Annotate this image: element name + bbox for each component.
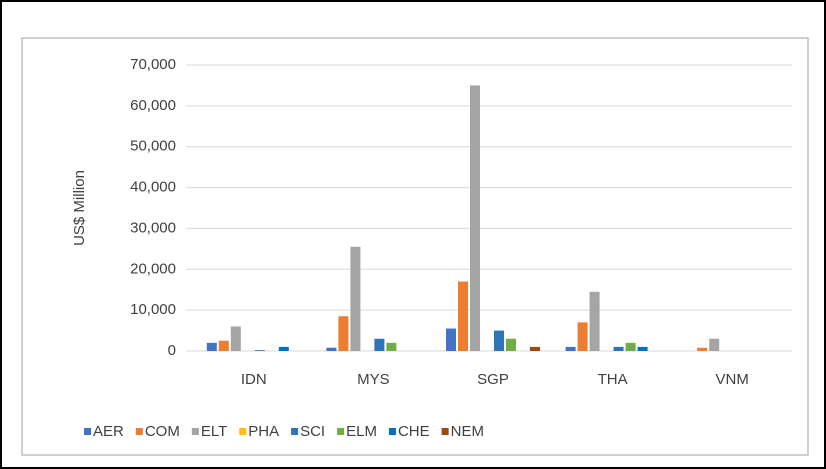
bar: [278, 346, 289, 351]
bar: [613, 346, 624, 351]
legend-label: ELM: [346, 423, 377, 440]
bar: [637, 346, 648, 351]
legend-marker: [337, 428, 345, 435]
x-tick-label: MYS: [357, 371, 390, 388]
legend-marker: [191, 428, 199, 435]
y-tick-label: 60,000: [130, 97, 176, 114]
y-tick-label: 0: [168, 342, 176, 359]
y-tick-label: 50,000: [130, 138, 176, 155]
x-tick-label: VNM: [716, 371, 749, 388]
legend-marker: [84, 428, 91, 435]
bar: [374, 338, 385, 351]
bar: [506, 338, 516, 351]
bar: [254, 350, 265, 351]
bar: [350, 246, 361, 351]
legend-marker: [239, 428, 247, 435]
chart-area: [21, 37, 809, 456]
legend-marker: [291, 428, 299, 435]
y-tick-label: 20,000: [130, 260, 176, 277]
bar: [218, 340, 229, 351]
bar: [458, 281, 468, 351]
legend-label: AER: [93, 423, 124, 440]
legend-label: CHE: [398, 423, 430, 440]
x-tick-label: THA: [598, 371, 628, 388]
legend-label: PHA: [248, 423, 279, 440]
bar: [470, 85, 480, 351]
legend-marker: [388, 428, 396, 435]
bar: [494, 330, 504, 351]
legend-label: NEM: [451, 423, 484, 440]
bar: [230, 326, 241, 351]
x-tick-label: SGP: [477, 371, 509, 388]
bar: [577, 322, 588, 351]
legend-marker: [441, 428, 449, 435]
bar: [589, 291, 600, 351]
bar: [338, 316, 349, 351]
bar: [625, 342, 636, 351]
y-tick-label: 40,000: [130, 179, 176, 196]
bar: [446, 328, 456, 351]
legend-marker: [135, 428, 143, 435]
x-tick-label: IDN: [241, 371, 267, 388]
y-axis-label: US$ Million: [71, 170, 88, 246]
legend-label: COM: [145, 423, 180, 440]
bar: [386, 342, 397, 351]
bar: [530, 346, 540, 351]
y-tick-label: 10,000: [130, 301, 176, 318]
bar: [206, 342, 217, 351]
bar: [709, 338, 720, 351]
y-tick-label: 30,000: [130, 219, 176, 236]
legend-label: SCI: [300, 423, 325, 440]
legend-label: ELT: [201, 423, 227, 440]
bar: [697, 347, 708, 351]
bar: [565, 346, 576, 351]
y-tick-label: 70,000: [130, 56, 176, 73]
bar: [326, 347, 337, 351]
